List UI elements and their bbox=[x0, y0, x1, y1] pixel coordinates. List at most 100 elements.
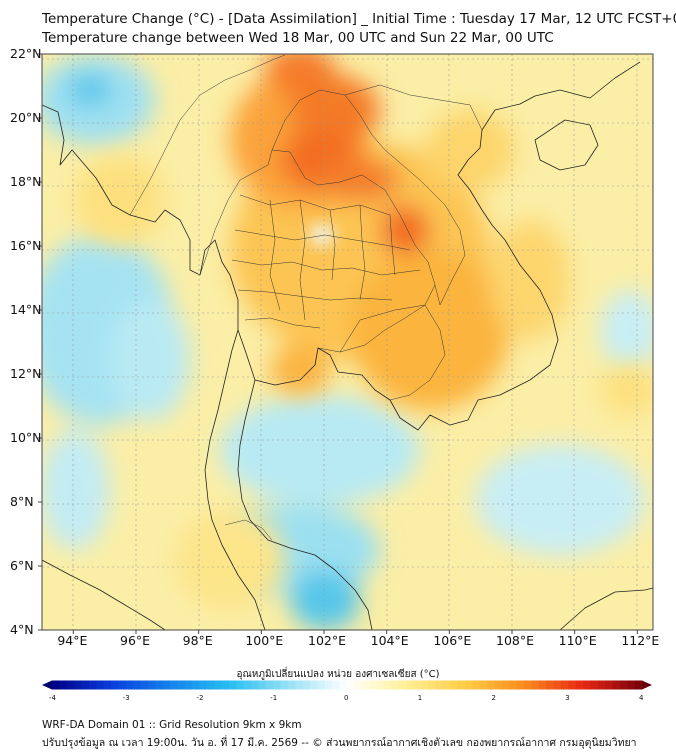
colorbar-segment bbox=[413, 680, 422, 690]
mainland-coastline bbox=[42, 61, 641, 431]
footer-resolution: WRF-DA Domain 01 :: Grid Resolution 9km … bbox=[42, 719, 302, 731]
colorbar-segment bbox=[553, 680, 562, 690]
peninsula-east-coast bbox=[237, 379, 373, 630]
colorbar-segment bbox=[162, 680, 171, 690]
colorbar-segment bbox=[125, 680, 134, 690]
colorbar-segment bbox=[59, 680, 68, 690]
colorbar-tick-label: -3 bbox=[122, 694, 130, 702]
colorbar-segment bbox=[74, 680, 82, 690]
myanmar-border bbox=[129, 54, 286, 216]
colorbar-max-extension bbox=[642, 680, 652, 690]
colorbar-segment bbox=[516, 680, 525, 690]
colorbar-segment bbox=[634, 680, 643, 690]
latitude-label: 20°N bbox=[10, 110, 42, 125]
cambodia-border bbox=[339, 304, 446, 401]
colorbar-segment bbox=[229, 680, 237, 690]
colorbar-segment bbox=[501, 680, 510, 690]
colorbar-segment bbox=[280, 680, 289, 690]
colorbar-tick-label: 0 bbox=[344, 694, 349, 702]
colorbar-segment bbox=[310, 680, 318, 690]
temperature-map bbox=[38, 53, 654, 634]
colorbar-segment bbox=[383, 680, 392, 690]
axis-ticks bbox=[38, 53, 638, 634]
province-lines bbox=[231, 194, 421, 329]
colorbar-segment bbox=[406, 680, 414, 690]
colorbar-segment bbox=[288, 680, 296, 690]
map-frame bbox=[41, 53, 654, 631]
longitude-label: 108°E bbox=[496, 633, 535, 648]
colorbar-segment bbox=[450, 680, 459, 690]
colorbar-segment bbox=[435, 680, 444, 690]
longitude-label: 96°E bbox=[120, 633, 151, 648]
longitude-label: 100°E bbox=[245, 633, 284, 648]
colorbar-segment bbox=[487, 680, 495, 690]
colorbar-segment bbox=[295, 680, 304, 690]
colorbar-segment bbox=[192, 680, 200, 690]
graticule bbox=[42, 54, 653, 630]
colorbar-min-extension bbox=[42, 680, 52, 690]
colorbar-segment bbox=[531, 680, 540, 690]
colorbar-segment bbox=[236, 680, 245, 690]
colorbar-tick-label: 3 bbox=[565, 694, 570, 702]
colorbar-segment bbox=[391, 680, 400, 690]
colorbar-segment bbox=[524, 680, 532, 690]
footer-credit: ปรับปรุงข้อมูล ณ เวลา 19:00น. วัน อ. ที่… bbox=[42, 737, 637, 749]
latitude-label: 4°N bbox=[10, 622, 34, 637]
colorbar-tick-label: 1 bbox=[417, 694, 423, 702]
colorbar-segment bbox=[273, 680, 282, 690]
colorbar-segment bbox=[243, 680, 252, 690]
chart-title: Temperature Change (°C) - [Data Assimila… bbox=[42, 11, 676, 27]
longitude-label: 98°E bbox=[182, 633, 213, 648]
sumatra-coast bbox=[42, 559, 166, 630]
colorbar-segment bbox=[369, 680, 377, 690]
colorbar-segment bbox=[376, 680, 385, 690]
borneo-coast bbox=[559, 587, 653, 630]
colorbar-segment bbox=[560, 680, 569, 690]
coastlines bbox=[42, 61, 653, 630]
colorbar-segment bbox=[52, 680, 60, 690]
latitude-label: 18°N bbox=[10, 174, 42, 189]
vietnam-china-border bbox=[344, 84, 483, 131]
longitude-label: 94°E bbox=[57, 633, 88, 648]
colorbar-segment bbox=[361, 680, 370, 690]
colorbar-segment bbox=[177, 680, 186, 690]
colorbar-segment bbox=[147, 680, 156, 690]
colorbar bbox=[42, 680, 652, 690]
colorbar-segment bbox=[472, 680, 481, 690]
colorbar-segment bbox=[479, 680, 488, 690]
colorbar-segment bbox=[324, 680, 333, 690]
colorbar-segment bbox=[317, 680, 326, 690]
colorbar-segment bbox=[420, 680, 429, 690]
colorbar-segment bbox=[184, 680, 193, 690]
colorbar-segment bbox=[133, 680, 141, 690]
latitude-label: 22°N bbox=[10, 46, 42, 61]
longitude-label: 104°E bbox=[370, 633, 409, 648]
colorbar-segment bbox=[590, 680, 599, 690]
colorbar-tick-label: 2 bbox=[491, 694, 496, 702]
peninsula-west-coast bbox=[204, 329, 266, 630]
colorbar-segment bbox=[568, 680, 577, 690]
colorbar-segment bbox=[96, 680, 105, 690]
colorbar-segment bbox=[66, 680, 75, 690]
latitude-label: 8°N bbox=[10, 494, 34, 509]
boundaries bbox=[129, 54, 483, 541]
colorbar-segment bbox=[442, 680, 451, 690]
colorbar-segment bbox=[583, 680, 591, 690]
colorbar-segment bbox=[111, 680, 119, 690]
colorbar-segment bbox=[302, 680, 311, 690]
laos-border bbox=[271, 89, 466, 306]
latitude-label: 6°N bbox=[10, 558, 34, 573]
colorbar-segment bbox=[170, 680, 178, 690]
colorbar-segment bbox=[597, 680, 606, 690]
colorbar-segment bbox=[398, 680, 407, 690]
longitude-label: 106°E bbox=[433, 633, 472, 648]
field-cool-spot bbox=[310, 225, 334, 245]
colorbar-segment bbox=[140, 680, 149, 690]
latitude-label: 16°N bbox=[10, 238, 42, 253]
colorbar-segment bbox=[332, 680, 341, 690]
colorbar-segment bbox=[605, 680, 613, 690]
colorbar-segment bbox=[118, 680, 127, 690]
colorbar-segment bbox=[265, 680, 274, 690]
colorbar-segment bbox=[538, 680, 547, 690]
colorbar-segment bbox=[251, 680, 259, 690]
